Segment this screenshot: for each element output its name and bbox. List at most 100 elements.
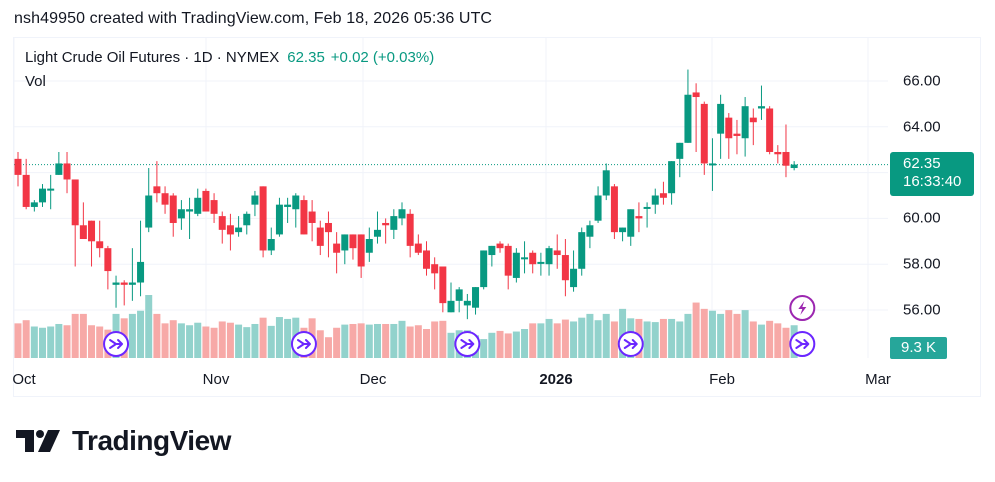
candle[interactable] <box>725 113 733 159</box>
candle[interactable] <box>128 248 136 301</box>
candle[interactable] <box>267 227 275 256</box>
candle[interactable] <box>717 94 725 159</box>
candle[interactable] <box>218 211 226 244</box>
candle[interactable] <box>22 158 30 210</box>
candle[interactable] <box>627 209 635 246</box>
candle[interactable] <box>14 151 22 187</box>
candle[interactable] <box>504 243 512 290</box>
price-pane[interactable] <box>14 38 888 358</box>
candle[interactable] <box>186 197 194 240</box>
candle[interactable] <box>602 163 610 201</box>
candle[interactable] <box>757 85 765 120</box>
lightning-event-icon[interactable] <box>789 295 816 321</box>
candle[interactable] <box>153 161 161 203</box>
candle[interactable] <box>684 69 692 143</box>
candle[interactable] <box>496 241 504 253</box>
candle[interactable] <box>137 220 145 297</box>
candle[interactable] <box>594 186 602 223</box>
candle[interactable] <box>741 97 749 157</box>
candle[interactable] <box>202 188 210 212</box>
candle[interactable] <box>774 145 782 164</box>
candle[interactable] <box>357 234 365 278</box>
candle[interactable] <box>275 197 283 237</box>
candle[interactable] <box>586 220 594 249</box>
candle[interactable] <box>431 257 439 290</box>
candle[interactable] <box>161 186 169 214</box>
candle[interactable] <box>300 195 308 235</box>
candle[interactable] <box>71 179 79 267</box>
candle[interactable] <box>177 200 185 230</box>
candle[interactable] <box>104 245 112 290</box>
candle[interactable] <box>545 245 553 276</box>
candle[interactable] <box>292 193 300 228</box>
split-event-icon[interactable] <box>103 331 130 357</box>
candle[interactable] <box>169 193 177 237</box>
candle[interactable] <box>145 168 153 233</box>
candle[interactable] <box>30 200 38 212</box>
candle[interactable] <box>390 209 398 240</box>
candle[interactable] <box>749 108 757 146</box>
candle[interactable] <box>766 106 774 155</box>
candle[interactable] <box>488 245 496 267</box>
candle[interactable] <box>210 193 218 223</box>
candle[interactable] <box>635 202 643 233</box>
candle[interactable] <box>447 282 455 313</box>
split-event-icon[interactable] <box>617 331 644 357</box>
candle[interactable] <box>610 184 618 240</box>
candle[interactable] <box>324 211 332 258</box>
candle[interactable] <box>251 190 259 217</box>
candle[interactable] <box>79 202 87 240</box>
candle[interactable] <box>692 83 700 152</box>
candle[interactable] <box>708 138 716 191</box>
tradingview-logo[interactable]: TradingView <box>16 424 231 458</box>
candle[interactable] <box>455 287 463 313</box>
candle[interactable] <box>423 241 430 276</box>
candle[interactable] <box>676 142 684 178</box>
candle[interactable] <box>365 227 373 262</box>
candle[interactable] <box>88 220 96 267</box>
candle[interactable] <box>194 188 202 217</box>
candle[interactable] <box>537 252 545 276</box>
candle[interactable] <box>700 101 708 175</box>
candle[interactable] <box>284 197 292 223</box>
candle[interactable] <box>529 250 537 274</box>
candle[interactable] <box>668 161 676 205</box>
candle[interactable] <box>463 293 471 320</box>
candle[interactable] <box>373 211 381 244</box>
candle[interactable] <box>414 234 422 256</box>
candle[interactable] <box>659 181 667 205</box>
candle[interactable] <box>472 287 480 315</box>
candle[interactable] <box>55 151 63 175</box>
candle[interactable] <box>439 266 447 313</box>
candle[interactable] <box>553 234 561 269</box>
candle[interactable] <box>120 280 128 306</box>
candle[interactable] <box>643 202 651 228</box>
candle[interactable] <box>226 213 234 251</box>
candle[interactable] <box>333 232 341 274</box>
price-axis[interactable]: 66.00 64.00 60.00 58.00 56.00 <box>888 38 981 358</box>
split-event-icon[interactable] <box>789 331 816 357</box>
candle[interactable] <box>782 124 790 178</box>
candle[interactable] <box>512 248 520 283</box>
candle[interactable] <box>63 151 71 194</box>
candle[interactable] <box>733 119 741 155</box>
time-axis[interactable]: Oct Nov Dec 2026 Feb Mar <box>12 358 891 396</box>
candle[interactable] <box>619 227 627 242</box>
candle[interactable] <box>341 234 349 265</box>
candle[interactable] <box>349 234 357 260</box>
candle[interactable] <box>578 227 586 276</box>
candle[interactable] <box>47 174 55 210</box>
candle[interactable] <box>235 216 243 237</box>
candle[interactable] <box>406 209 414 258</box>
split-event-icon[interactable] <box>454 331 481 357</box>
candle[interactable] <box>316 220 324 256</box>
candle[interactable] <box>521 241 529 274</box>
candle[interactable] <box>398 202 406 226</box>
symbol-title[interactable]: Light Crude Oil Futures · 1D · NYMEX <box>25 49 280 66</box>
candle[interactable] <box>96 220 104 258</box>
candle[interactable] <box>112 275 120 308</box>
candle[interactable] <box>561 239 569 297</box>
candlestick-chart[interactable] <box>14 38 888 358</box>
candle[interactable] <box>259 186 267 258</box>
candle[interactable] <box>243 211 251 235</box>
